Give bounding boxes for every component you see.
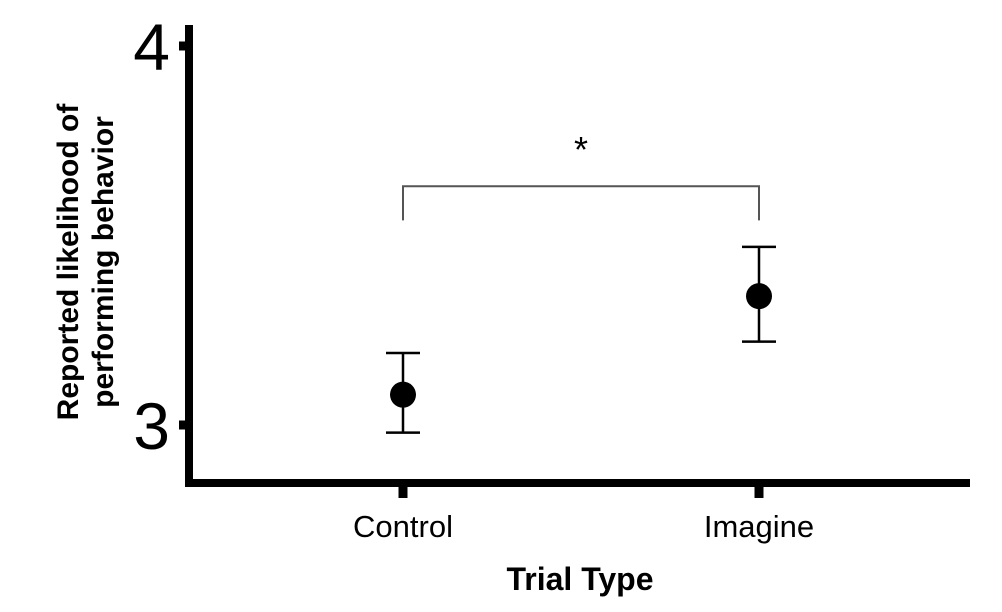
significance-annotation: *: [574, 129, 588, 170]
x-tick-label-imagine: Imagine: [704, 509, 814, 544]
point-control: [390, 381, 416, 408]
x-axis-label: Trial Type: [506, 561, 653, 597]
point-imagine: [746, 283, 772, 310]
significance-bracket: [402, 185, 760, 221]
data-marks: [386, 245, 776, 434]
y-tick-label-3: 3: [133, 389, 170, 463]
y-axis-label-line-2: performing behavior: [87, 116, 120, 408]
y-tick-label-4: 4: [133, 10, 170, 84]
y-axis-label-line-1: Reported likelihood of: [52, 103, 85, 421]
x-tick-label-control: Control: [353, 509, 453, 544]
